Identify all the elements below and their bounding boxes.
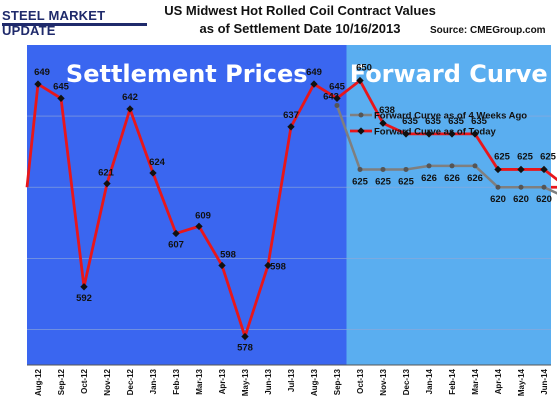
point-today (333, 94, 341, 103)
x-tick-label: Jan-13 (149, 368, 158, 394)
point-today (103, 179, 111, 188)
data-label-today: 624 (149, 157, 166, 168)
source-label: Source: CMEGroup.com (430, 25, 546, 36)
x-tick-label: Dec-12 (126, 368, 135, 395)
section-label-settlement: Settlement Prices (66, 60, 308, 88)
data-label-today: 592 (76, 293, 92, 304)
data-label-today: 598 (270, 261, 286, 272)
settlement-background (27, 45, 347, 365)
x-tick-label: Jul-13 (287, 368, 296, 392)
x-tick-label: Aug-13 (310, 368, 319, 396)
data-label-today: 625 (517, 151, 534, 162)
x-tick-label: Mar-14 (471, 368, 480, 394)
data-label-today: 607 (168, 239, 184, 250)
data-label-today: 637 (283, 110, 299, 121)
x-tick-label: Sep-13 (333, 368, 342, 395)
x-tick-label: Mar-13 (195, 368, 204, 394)
data-label-today: 649 (34, 67, 50, 78)
data-label-today: 649 (306, 67, 322, 78)
section-label-forward: Forward Curve (350, 60, 548, 88)
x-tick-label: Oct-12 (80, 368, 89, 393)
x-tick-label: Jun-14 (540, 368, 549, 394)
x-tick-label: Dec-13 (402, 368, 411, 395)
data-label-today: 609 (195, 210, 211, 221)
data-label-4-weeks-ago: 620 (536, 194, 552, 205)
logo: STEEL MARKET UPDATE (2, 6, 152, 38)
point-today (218, 261, 226, 270)
data-label-today: 598 (220, 249, 236, 260)
data-label-4-weeks-ago: 625 (375, 176, 392, 187)
point-today (57, 94, 65, 103)
data-label-4-weeks-ago: 643 (323, 91, 339, 102)
point-today (34, 80, 42, 88)
chart-title-line1: US Midwest Hot Rolled Coil Contract Valu… (164, 3, 436, 18)
legend-label-today: Forward Curve as of Today (374, 127, 496, 138)
series-line-4-weeks-ago (335, 105, 557, 195)
data-label-4-weeks-ago: 626 (421, 173, 437, 184)
point-today (287, 123, 295, 131)
data-label-today: 635 (425, 116, 442, 127)
point-today (310, 80, 318, 88)
point-4-weeks-ago (334, 102, 340, 108)
point-4-weeks-ago (426, 163, 432, 169)
data-label-today: 650 (356, 63, 372, 74)
data-label-today: 645 (53, 81, 70, 92)
data-label-today: 635 (448, 116, 465, 127)
logo-text: STEEL MARKET UPDATE (2, 8, 106, 38)
data-label-today: 578 (237, 343, 253, 354)
data-label-today: 638 (379, 105, 395, 116)
point-4-weeks-ago (403, 166, 409, 172)
x-tick-label: Apr-13 (218, 368, 227, 394)
legend-marker-today (357, 127, 365, 135)
point-4-weeks-ago (449, 163, 455, 169)
x-tick-label: May-14 (517, 368, 526, 396)
point-today (149, 169, 157, 177)
x-tick-label: Aug-12 (34, 368, 43, 396)
x-tick-label: Jan-14 (425, 368, 434, 394)
legend-label-4-weeks-ago: Forward Curve as of 4 Weeks Ago (374, 111, 527, 122)
data-label-4-weeks-ago: 626 (444, 173, 460, 184)
data-label-4-weeks-ago: 625 (398, 176, 415, 187)
data-label-4-weeks-ago: 626 (467, 173, 483, 184)
point-today (264, 261, 272, 270)
data-label-today: 642 (122, 92, 138, 103)
forward-background (346, 45, 551, 365)
x-tick-label: May-13 (241, 368, 250, 396)
x-tick-label: Feb-14 (448, 368, 457, 394)
point-4-weeks-ago (357, 166, 363, 172)
logo-underline (2, 23, 147, 26)
point-4-weeks-ago (380, 166, 386, 172)
data-label-today: 625 (540, 151, 557, 162)
x-tick-label: Apr-14 (494, 368, 503, 394)
point-today (126, 105, 134, 113)
x-tick-label: Feb-13 (172, 368, 181, 394)
point-4-weeks-ago (495, 184, 501, 190)
point-today (80, 283, 88, 291)
point-today (379, 119, 387, 127)
chart-title-line2: as of Settlement Date 10/16/2013 (199, 21, 401, 36)
legend-marker-4-weeks-ago (358, 112, 364, 118)
data-label-today: 635 (402, 116, 419, 127)
data-label-4-weeks-ago: 620 (490, 194, 506, 205)
point-4-weeks-ago (518, 184, 524, 190)
x-tick-label: Sep-12 (57, 368, 66, 395)
x-tick-label: Jun-13 (264, 368, 273, 394)
data-label-4-weeks-ago: 620 (513, 194, 529, 205)
data-label-today: 635 (471, 116, 488, 127)
data-label-today: 625 (494, 151, 511, 162)
x-tick-label: Nov-12 (103, 368, 112, 395)
data-label-4-weeks-ago: 625 (352, 176, 369, 187)
data-label-today: 621 (98, 168, 115, 179)
point-4-weeks-ago (472, 163, 478, 169)
x-tick-label: Nov-13 (379, 368, 388, 395)
point-4-weeks-ago (541, 184, 547, 190)
point-today (356, 76, 364, 85)
x-tick-label: Oct-13 (356, 368, 365, 393)
data-label-today: 645 (329, 81, 346, 92)
